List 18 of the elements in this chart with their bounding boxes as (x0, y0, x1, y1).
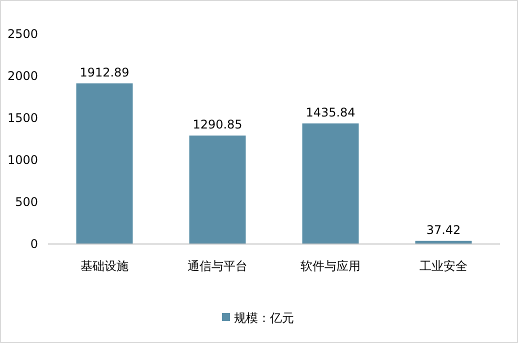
y-tick-label: 1500 (7, 111, 38, 125)
bar (189, 136, 246, 244)
x-tick-label: 软件与应用 (300, 259, 360, 273)
bar (302, 123, 359, 244)
legend-label: 规模：亿元 (234, 311, 294, 325)
data-label: 1912.89 (80, 65, 130, 80)
y-tick-label: 0 (30, 237, 38, 251)
x-tick-label: 通信与平台 (188, 259, 248, 273)
data-label: 37.42 (426, 222, 461, 237)
y-tick-label: 500 (15, 195, 38, 209)
y-tick-label: 1000 (7, 153, 38, 167)
x-tick-label: 工业安全 (420, 259, 468, 273)
data-label: 1435.84 (306, 105, 356, 120)
bar (76, 83, 133, 244)
y-tick-label: 2500 (7, 27, 38, 41)
y-tick-label: 2000 (7, 69, 38, 83)
data-label: 1290.85 (192, 118, 242, 132)
x-tick-label: 基础设施 (80, 259, 128, 273)
